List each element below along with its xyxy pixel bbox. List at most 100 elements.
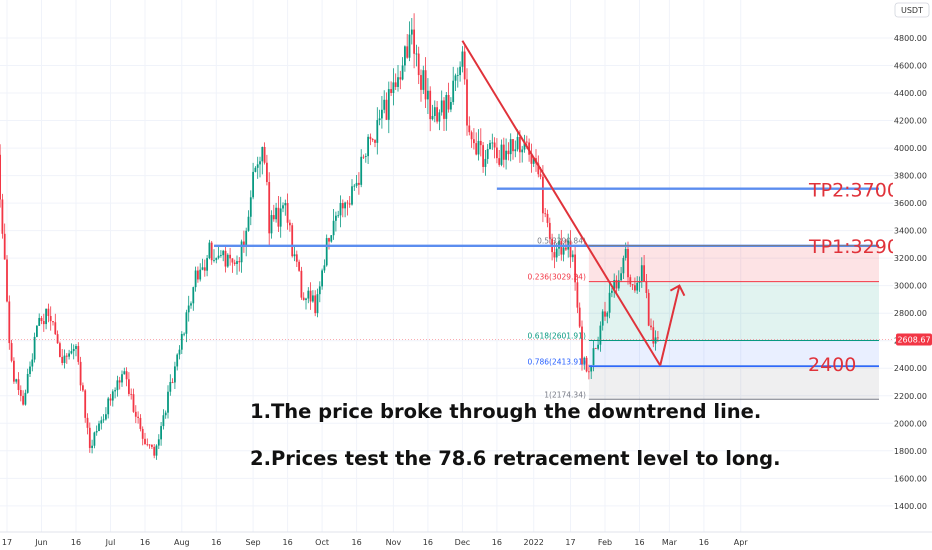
- candle: [477, 129, 480, 161]
- candle-body: [164, 412, 167, 416]
- candle-body: [597, 344, 599, 349]
- candle: [270, 210, 273, 239]
- candle: [594, 347, 597, 350]
- candle: [98, 420, 100, 432]
- fib-label-0.5: 0.5(3290.84): [537, 237, 586, 246]
- candle: [134, 405, 137, 424]
- candle-body: [555, 248, 558, 258]
- candle: [496, 138, 498, 164]
- candle: [105, 407, 107, 421]
- candle-body: [417, 53, 420, 76]
- candle: [355, 175, 358, 188]
- candle: [174, 361, 176, 390]
- annotation-retracement-test: 2.Prices test the 78.6 retracement level…: [250, 447, 781, 470]
- candle-body: [167, 391, 169, 413]
- candle-body: [652, 327, 655, 344]
- candle-body: [468, 125, 471, 133]
- candle-body: [100, 420, 103, 424]
- candle: [463, 45, 466, 85]
- candle-body: [578, 307, 581, 327]
- candle: [180, 331, 183, 355]
- price-axis[interactable]: 1400.00 1600.00 1800.00 2000.00 2200.00 2400.…: [894, 34, 927, 511]
- candle: [341, 199, 344, 218]
- candle: [164, 410, 167, 419]
- candle-body: [574, 254, 576, 283]
- candle-body: [378, 118, 381, 121]
- time-tick-label: Jun: [34, 538, 48, 547]
- candle-body: [272, 215, 275, 220]
- candle-body: [8, 301, 11, 344]
- candle-body: [546, 213, 549, 223]
- candle-body: [475, 143, 478, 155]
- candle: [385, 92, 388, 120]
- candle: [1, 193, 4, 239]
- candle: [445, 91, 448, 131]
- candle-body: [226, 254, 229, 267]
- candle: [500, 139, 503, 167]
- candle-body: [91, 445, 93, 448]
- currency-badge[interactable]: USDT: [894, 2, 930, 18]
- candle: [608, 283, 611, 319]
- candle: [118, 376, 121, 390]
- candle-body: [491, 142, 494, 144]
- candle-body: [640, 265, 643, 281]
- candle-body: [408, 34, 411, 58]
- candle: [348, 196, 351, 208]
- candle: [312, 290, 314, 303]
- candle-body: [392, 82, 395, 93]
- candle-body: [647, 292, 650, 326]
- candle-body: [383, 99, 386, 110]
- time-axis[interactable]: 17 Jun 16 Jul 16 Aug 16 Sep 16 Oct 16 Nov 16 Dec 16 202…: [2, 538, 748, 547]
- candle: [438, 109, 441, 131]
- candle: [332, 208, 335, 240]
- candle: [36, 325, 38, 338]
- price-tick-label: 4000.00: [894, 144, 927, 153]
- candle-body: [26, 374, 29, 393]
- candle-body: [346, 202, 349, 204]
- candle-body: [29, 366, 31, 375]
- candle: [514, 140, 517, 158]
- tp2-label: TP2:3700: [808, 180, 899, 202]
- price-tick-label: 1800.00: [894, 447, 927, 456]
- candle: [622, 255, 625, 280]
- candle-body: [171, 381, 174, 383]
- candle: [362, 154, 365, 160]
- candle-body: [463, 51, 466, 80]
- candle-body: [532, 158, 535, 164]
- candle-body: [629, 277, 632, 285]
- candle-body: [36, 325, 38, 337]
- candle-body: [413, 29, 415, 54]
- candle-body: [65, 355, 68, 357]
- last-price-tag: [896, 333, 932, 346]
- fib-zone-0.786-1: [588, 366, 879, 400]
- candle: [272, 204, 275, 222]
- candle-body: [93, 432, 96, 446]
- candle: [325, 234, 328, 267]
- price-tick-label: 4600.00: [894, 62, 927, 71]
- candle: [109, 393, 112, 406]
- candle-body: [263, 146, 266, 163]
- candle: [330, 235, 333, 243]
- fib-label-1: 1(2174.34): [544, 390, 586, 399]
- candle-body: [385, 99, 388, 120]
- candle-body: [355, 182, 358, 186]
- candle: [346, 200, 349, 216]
- candle: [88, 422, 91, 453]
- candle: [169, 374, 172, 396]
- candle-body: [631, 284, 634, 286]
- candle-body: [49, 315, 52, 322]
- candle: [473, 128, 475, 150]
- candle: [470, 130, 473, 148]
- candle-body: [217, 255, 220, 258]
- candle: [394, 73, 397, 90]
- candle-body: [59, 343, 61, 357]
- candle: [277, 195, 280, 232]
- candle-body: [176, 354, 179, 367]
- candle: [229, 247, 231, 266]
- candle: [65, 353, 68, 364]
- candle: [498, 150, 501, 167]
- candle: [507, 142, 510, 161]
- candle-body: [47, 308, 50, 316]
- candle: [509, 133, 512, 162]
